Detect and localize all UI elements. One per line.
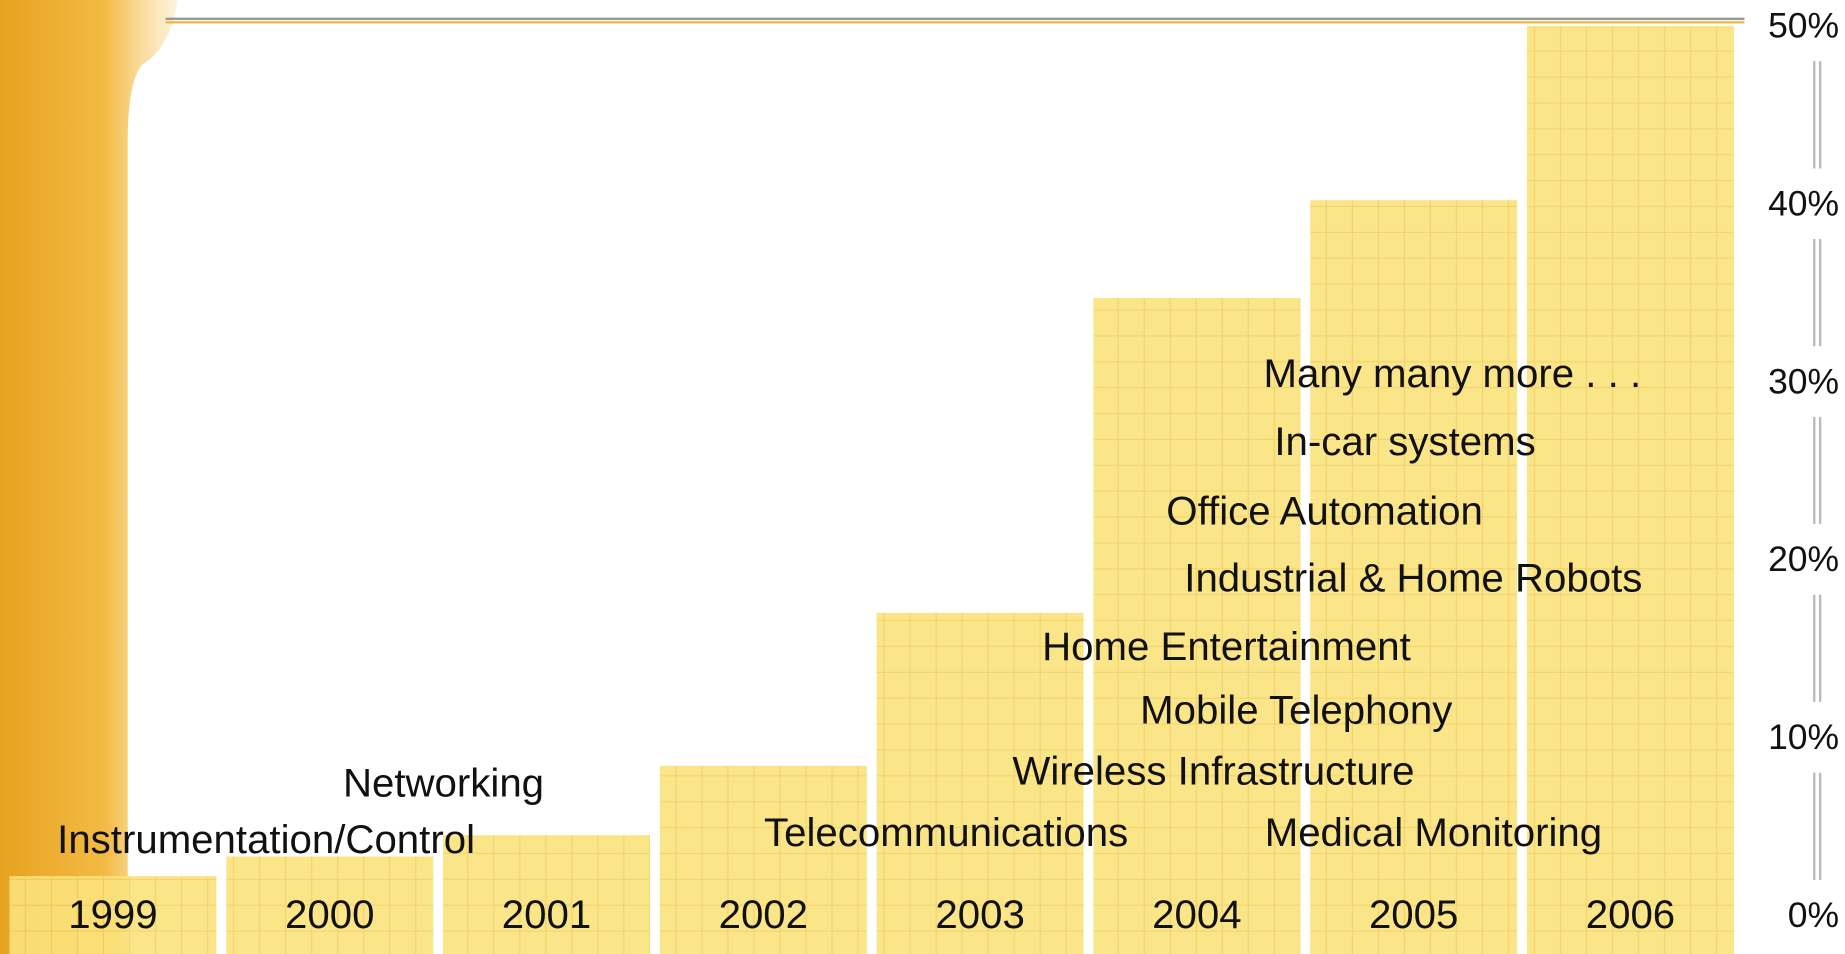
annotation: Wireless Infrastructure <box>1012 750 1414 794</box>
y-tick-label: 20% <box>1768 540 1839 579</box>
bar <box>1526 25 1734 954</box>
bar <box>226 856 434 954</box>
bar <box>659 765 867 954</box>
bar <box>443 835 651 954</box>
annotation: In-car systems <box>1274 420 1535 464</box>
y-tick-label: 10% <box>1768 718 1839 757</box>
side-decoration <box>0 0 178 954</box>
labels: 1999 2000 2001 2002 2003 2004 2005 2006 0% 10% 20%… <box>57 7 1839 937</box>
annotation: Networking <box>343 761 544 805</box>
annotation: Mobile Telephony <box>1140 689 1452 733</box>
annotation: Medical Monitoring <box>1265 811 1602 855</box>
y-tick-label: 40% <box>1768 184 1839 223</box>
x-tick-label: 2000 <box>285 893 374 937</box>
x-tick-label: 2005 <box>1369 893 1458 937</box>
annotation: Instrumentation/Control <box>57 818 475 862</box>
x-tick-label: 2001 <box>502 893 591 937</box>
x-tick-label: 1999 <box>68 893 157 937</box>
bar <box>1093 298 1301 954</box>
y-tick-label: 50% <box>1768 7 1839 46</box>
annotation: Many many more . . . <box>1264 352 1642 396</box>
annotation: Industrial & Home Robots <box>1184 557 1642 601</box>
annotation: Telecommunications <box>764 811 1128 855</box>
bars <box>9 25 1734 954</box>
bar <box>1310 200 1518 954</box>
y-tick-label: 30% <box>1768 362 1839 401</box>
x-tick-label: 2003 <box>935 893 1024 937</box>
bar <box>9 876 217 954</box>
bar <box>876 612 1084 954</box>
annotation: Office Automation <box>1166 490 1483 534</box>
x-tick-label: 2002 <box>719 893 808 937</box>
y-tick-label: 0% <box>1788 896 1839 935</box>
x-tick-label: 2006 <box>1586 893 1675 937</box>
annotation: Home Entertainment <box>1042 625 1411 669</box>
x-tick-label: 2004 <box>1152 893 1241 937</box>
